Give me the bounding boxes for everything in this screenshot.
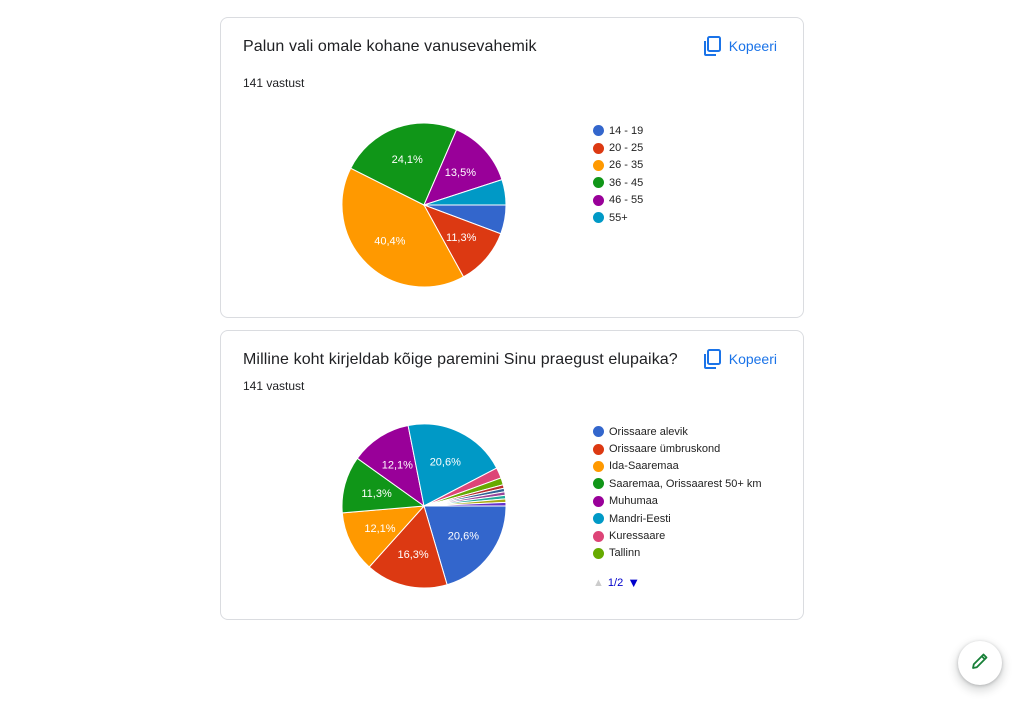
legend-item: 14 - 19: [593, 122, 643, 139]
legend-swatch: [593, 125, 604, 137]
legend-label: 26 - 35: [609, 159, 644, 172]
legend-swatch: [593, 443, 604, 455]
legend-item: Orissaare ümbruskond: [593, 440, 762, 457]
pie-chart: 11,3% 40,4% 24,1% 13,5%: [341, 122, 507, 288]
pie-slice: [423, 501, 507, 507]
legend-label: Orissaare alevik: [609, 425, 688, 438]
legend-swatch: [593, 159, 604, 171]
slice-label: 12,1%: [382, 460, 413, 472]
question-card-age: Palun vali omale kohane vanusevahemik 14…: [220, 17, 804, 318]
legend-item: 36 - 45: [593, 174, 643, 191]
legend-label: Mandri-Eesti: [609, 512, 671, 525]
legend-next-icon[interactable]: ▼: [627, 575, 641, 590]
response-count: 141 vastust: [243, 379, 305, 393]
copy-chart-button[interactable]: Kopeeri: [703, 36, 777, 56]
pie-slice: [341, 505, 426, 568]
legend-swatch: [593, 426, 604, 438]
copy-label: Kopeeri: [728, 38, 777, 54]
legend-item: Saaremaa, Orissaarest 50+ km: [593, 475, 762, 492]
pie-slice: [368, 504, 448, 589]
pie-slice: [423, 179, 507, 206]
legend-swatch: [593, 495, 604, 507]
legend-swatch: [593, 530, 604, 542]
pie-slice: [423, 129, 503, 206]
copy-icon: [703, 36, 721, 56]
copy-chart-button[interactable]: Kopeeri: [703, 349, 777, 369]
legend-swatch: [593, 478, 604, 490]
legend-item: 46 - 55: [593, 192, 643, 209]
legend-pager: ▲ 1/2 ▼: [593, 575, 640, 590]
legend-label: Muhumaa: [609, 495, 658, 508]
slice-label: 16,3%: [398, 549, 429, 561]
legend-item: Muhumaa: [593, 493, 762, 510]
legend-label: 20 - 25: [609, 142, 644, 155]
legend-item: 55+: [593, 209, 643, 226]
copy-label: Kopeeri: [728, 351, 777, 367]
slice-label: 13,5%: [445, 167, 476, 179]
slice-label: 11,3%: [446, 232, 477, 244]
legend-label: 36 - 45: [609, 176, 644, 189]
pie-slice: [350, 122, 458, 206]
legend-item: 26 - 35: [593, 157, 643, 174]
legend-label: Ida-Saaremaa: [609, 460, 679, 473]
legend-item: Mandri-Eesti: [593, 510, 762, 527]
legend-swatch: [593, 177, 604, 189]
chart-legend: Orissaare alevik Orissaare ümbruskond Ida-…: [593, 423, 762, 562]
response-count: 141 vastust: [243, 76, 305, 90]
legend-label: Kuressaare: [609, 530, 666, 543]
copy-icon: [703, 349, 721, 369]
pie-slice: [341, 167, 465, 288]
question-title: Palun vali omale kohane vanusevahemik: [243, 38, 537, 55]
legend-item: Orissaare alevik: [593, 423, 762, 440]
legend-prev-icon[interactable]: ▲: [593, 576, 604, 589]
legend-swatch: [593, 212, 604, 224]
question-card-residence: Milline koht kirjeldab kõige paremini Si…: [220, 330, 804, 620]
pie-chart: 20,6% 16,3% 12,1% 11,3% 12,1% 20,6%: [341, 423, 507, 589]
chart-legend: 14 - 19 20 - 25 26 - 35 36 - 45 46 - 55 55+: [593, 122, 643, 226]
legend-item: Tallinn: [593, 545, 762, 562]
slice-label: 20,6%: [448, 530, 479, 542]
slice-label: 40,4%: [374, 235, 405, 247]
legend-label: Tallinn: [609, 547, 641, 560]
legend-item: Ida-Saaremaa: [593, 458, 762, 475]
legend-label: 46 - 55: [609, 194, 644, 207]
legend-label: 55+: [609, 211, 628, 224]
legend-swatch: [593, 142, 604, 154]
question-title: Milline koht kirjeldab kõige paremini Si…: [243, 351, 678, 368]
legend-item: 20 - 25: [593, 139, 643, 156]
slice-label: 11,3%: [361, 488, 392, 500]
legend-swatch: [593, 194, 604, 206]
legend-label: 14 - 19: [609, 124, 644, 137]
legend-label: Saaremaa, Orissaarest 50+ km: [609, 477, 762, 490]
pencil-icon: [970, 651, 990, 676]
slice-label: 12,1%: [364, 523, 395, 535]
legend-swatch: [593, 460, 604, 472]
edit-fab-button[interactable]: [958, 641, 1002, 685]
pie-slice: [423, 505, 507, 586]
legend-swatch: [593, 547, 604, 559]
legend-item: Kuressaare: [593, 527, 762, 544]
slice-label: 24,1%: [392, 154, 423, 166]
slice-label: 20,6%: [430, 457, 461, 469]
legend-label: Orissaare ümbruskond: [609, 443, 721, 456]
legend-page-indicator: 1/2: [607, 576, 624, 589]
pie-slice: [356, 424, 425, 508]
legend-swatch: [593, 513, 604, 525]
pie-slice: [407, 423, 498, 507]
